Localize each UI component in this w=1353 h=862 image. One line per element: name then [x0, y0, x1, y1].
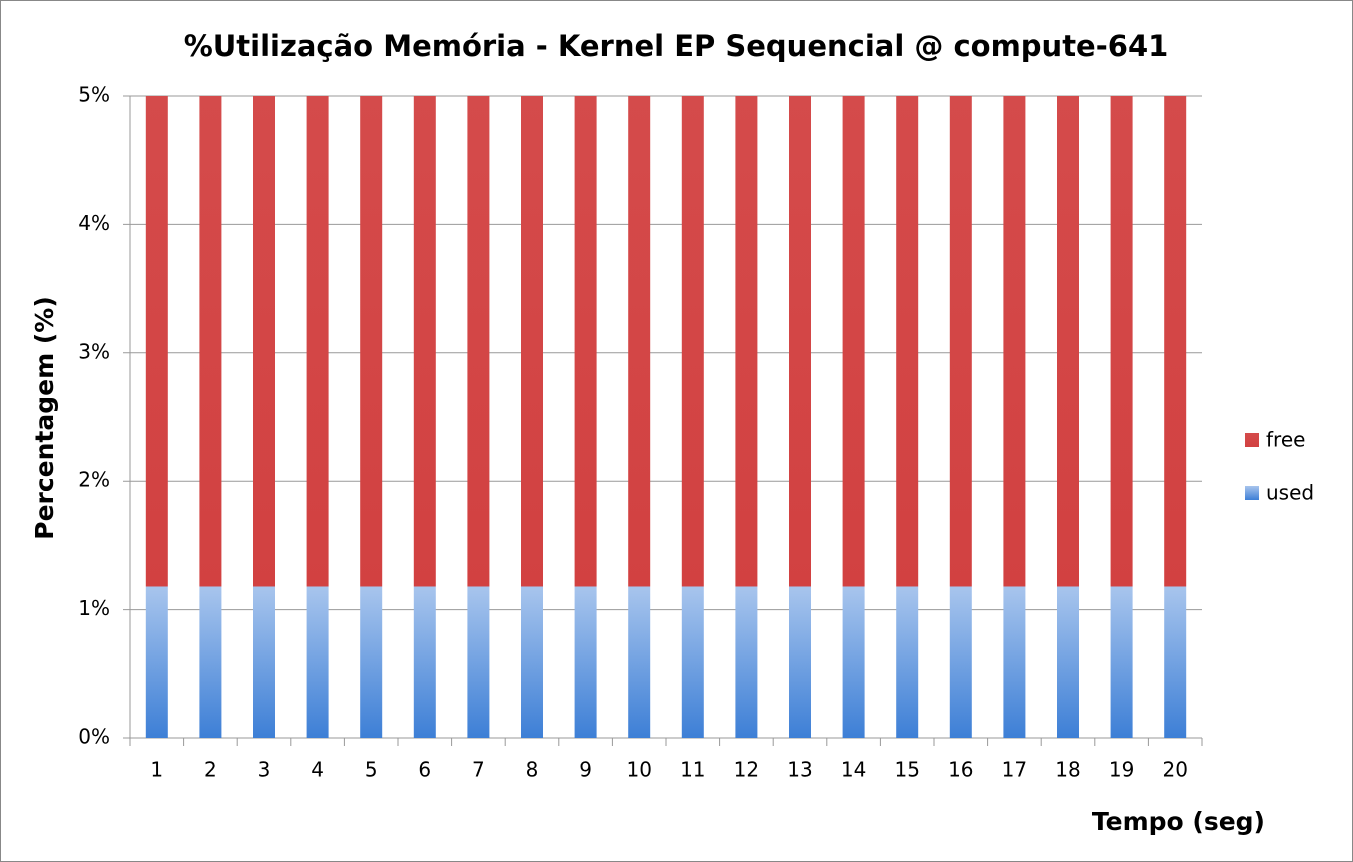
x-tick-label: 17 [1002, 758, 1027, 782]
bar-segment [360, 96, 383, 587]
x-tick-label: 11 [680, 758, 705, 782]
bar-segment [306, 586, 329, 738]
x-tick-label: 2 [204, 758, 217, 782]
legend-swatch [1245, 486, 1259, 500]
bar-segment [1110, 96, 1133, 587]
x-tick-label: 1 [150, 758, 163, 782]
x-tick-label: 15 [894, 758, 919, 782]
bar-segment [735, 586, 758, 738]
bar-segment [199, 96, 222, 587]
x-tick-label: 19 [1109, 758, 1134, 782]
bar-segment [413, 586, 436, 738]
x-tick-label: 5 [365, 758, 378, 782]
y-tick-label: 2% [78, 468, 110, 492]
x-tick-label: 20 [1162, 758, 1187, 782]
bar-segment [842, 586, 865, 738]
x-axis-title: Tempo (seg) [1092, 807, 1265, 836]
bar-segment [789, 586, 811, 738]
x-tick-label: 9 [579, 758, 592, 782]
bar-segment [628, 586, 651, 738]
x-tick-label: 10 [626, 758, 651, 782]
legend-swatch [1245, 433, 1259, 447]
y-tick-label: 4% [78, 211, 110, 235]
bar-segment [628, 96, 651, 587]
bar-segment [145, 586, 168, 738]
x-tick-label: 12 [734, 758, 759, 782]
y-tick-label: 0% [78, 725, 110, 749]
bar-segment [1164, 586, 1187, 738]
bar-segment [521, 96, 543, 587]
legend-label: used [1266, 481, 1314, 505]
bar-segment [413, 96, 436, 587]
x-tick-label: 18 [1055, 758, 1080, 782]
x-tick-label: 4 [311, 758, 324, 782]
bar-segment [574, 96, 597, 587]
bar-segment [896, 586, 919, 738]
bar-segment [199, 586, 222, 738]
bar-segment [1164, 96, 1187, 587]
x-tick-label: 7 [472, 758, 485, 782]
y-tick-label: 1% [78, 596, 110, 620]
bar-segment [1110, 586, 1133, 738]
bar-segment [949, 586, 972, 738]
bar-segment [1003, 586, 1026, 738]
x-tick-label: 14 [841, 758, 866, 782]
bar-segment [306, 96, 329, 587]
x-tick-label: 16 [948, 758, 973, 782]
bar-segment [145, 96, 168, 587]
x-tick-label: 6 [418, 758, 431, 782]
bar-segment [681, 96, 704, 587]
chart-title: %Utilização Memória - Kernel EP Sequenci… [184, 29, 1169, 63]
bar-segment [360, 586, 383, 738]
bar-segment [949, 96, 972, 587]
bar-segment [735, 96, 758, 587]
legend-label: free [1266, 428, 1305, 452]
bar-segment [574, 586, 597, 738]
bar-segment [1057, 586, 1079, 738]
y-axis-title: Percentagem (%) [30, 296, 59, 540]
y-tick-label: 3% [78, 339, 110, 363]
bar-segment [253, 586, 275, 738]
x-tick-label: 13 [787, 758, 812, 782]
bar-segment [521, 586, 543, 738]
bar-segment [467, 586, 490, 738]
bar-segment [896, 96, 919, 587]
bar-segment [789, 96, 811, 587]
bar-segment [842, 96, 865, 587]
y-tick-label: 5% [78, 83, 110, 107]
bar-segment [253, 96, 275, 587]
bar-segment [1003, 96, 1026, 587]
bar-segment [681, 586, 704, 738]
bar-segment [1057, 96, 1079, 587]
x-tick-label: 3 [258, 758, 271, 782]
bar-segment [467, 96, 490, 587]
x-tick-label: 8 [526, 758, 539, 782]
